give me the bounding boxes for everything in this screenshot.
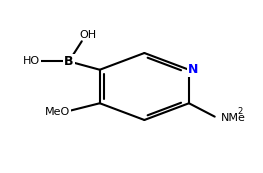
Text: N: N (188, 63, 198, 76)
Text: B: B (64, 55, 74, 68)
Text: 2: 2 (237, 107, 242, 116)
Text: HO: HO (23, 56, 40, 66)
Text: OH: OH (80, 30, 97, 40)
Text: NMe: NMe (221, 113, 246, 123)
Text: MeO: MeO (45, 107, 70, 117)
